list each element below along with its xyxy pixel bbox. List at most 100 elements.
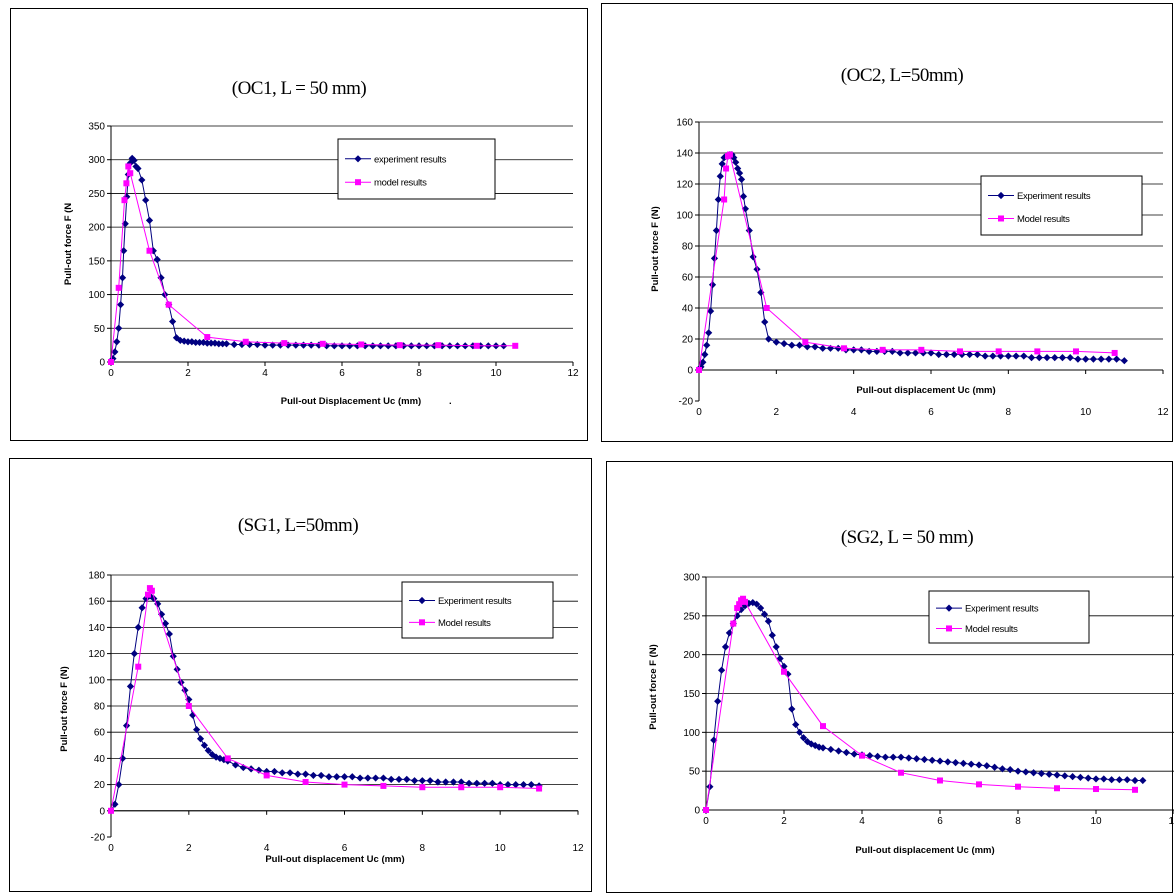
data-point [121, 197, 128, 204]
y-tick-label: 0 [99, 806, 105, 817]
legend-label: Experiment results [1017, 191, 1091, 202]
data-point [315, 341, 323, 349]
data-point [301, 770, 310, 778]
data-point [302, 778, 309, 785]
data-point [319, 340, 326, 347]
data-point [481, 779, 489, 787]
data-point [410, 777, 419, 785]
chart-title: (OC1, L = 50 mm) [232, 78, 367, 99]
data-point [192, 338, 200, 347]
data-point [242, 338, 249, 345]
data-point [881, 753, 889, 761]
data-point [134, 623, 142, 631]
data-point [1012, 352, 1020, 360]
data-point [125, 163, 132, 170]
x-tick-label: 0 [703, 816, 709, 827]
data-point [721, 196, 728, 203]
data-point [723, 165, 730, 172]
data-point [231, 761, 240, 769]
data-point [384, 342, 392, 350]
x-tick-label: 8 [1015, 816, 1021, 827]
data-point [696, 367, 702, 373]
data-point [204, 746, 212, 755]
x-tick-label: 6 [342, 843, 348, 854]
y-tick-label: 50 [689, 767, 701, 778]
data-point [792, 720, 800, 729]
data-point [842, 748, 850, 757]
data-point [765, 335, 773, 343]
data-point [144, 591, 151, 598]
data-point [536, 785, 543, 792]
data-point [269, 341, 277, 349]
data-point [697, 363, 705, 371]
data-point [966, 350, 974, 359]
data-point [346, 342, 354, 350]
data-point [307, 341, 315, 349]
data-point [372, 774, 380, 782]
data-point [1082, 355, 1090, 363]
data-point [284, 341, 292, 349]
x-axis-label: Pull-out displacement Uc (mm) [855, 845, 994, 856]
x-tick-label: 6 [339, 368, 345, 379]
data-point [403, 775, 411, 783]
data-point [207, 339, 215, 347]
data-point [1006, 766, 1014, 774]
data-point [874, 752, 882, 761]
x-tick-label: 12 [572, 843, 584, 854]
data-point [180, 337, 188, 345]
data-point [716, 172, 724, 180]
data-point [866, 752, 874, 760]
data-point [435, 342, 442, 349]
data-point [199, 338, 207, 347]
data-point [364, 774, 372, 782]
data-point [108, 807, 114, 814]
data-point [737, 175, 746, 183]
y-tick-label: 100 [683, 728, 700, 739]
y-tick-label: 60 [94, 728, 106, 739]
data-point [330, 342, 338, 350]
x-tick-label: 10 [1080, 407, 1092, 418]
data-point [973, 350, 981, 359]
data-point [897, 753, 905, 761]
y-tick-label: 200 [88, 223, 105, 234]
data-point [781, 668, 787, 675]
data-point [292, 341, 300, 349]
data-point [317, 771, 325, 780]
data-point [423, 342, 431, 350]
legend-label: Model results [965, 624, 1018, 635]
data-point [1115, 776, 1123, 784]
y-tick-label: 160 [676, 118, 693, 129]
data-point [527, 781, 535, 789]
data-point [118, 274, 127, 282]
data-point [705, 329, 713, 337]
x-tick-label: 2 [185, 368, 191, 379]
data-point [1093, 786, 1099, 793]
data-point [212, 753, 220, 761]
y-tick-label: 40 [682, 304, 694, 315]
data-point [827, 745, 835, 754]
data-point [115, 781, 123, 789]
data-point [726, 151, 733, 158]
data-point [710, 254, 719, 262]
data-point [219, 340, 227, 348]
y-tick-label: 80 [682, 242, 694, 253]
data-point [802, 339, 809, 346]
data-point [879, 346, 886, 353]
y-tick-label: -20 [91, 833, 106, 844]
data-point [299, 341, 308, 349]
data-point [730, 620, 737, 627]
legend: Experiment results Model results [928, 590, 1090, 644]
data-point [788, 341, 796, 349]
y-tick-label: 250 [88, 189, 105, 200]
data-point [763, 305, 770, 311]
data-point [1113, 355, 1121, 363]
data-point [488, 779, 496, 787]
data-point [395, 775, 403, 783]
data-point [732, 158, 740, 166]
data-point [997, 352, 1005, 360]
data-point [857, 346, 865, 354]
data-point [165, 301, 172, 308]
chart-svg: (OC1, L = 50 mm) 0 50 100 150 200 250 300 350 0 2 4… [63, 78, 579, 407]
data-point [407, 342, 415, 350]
